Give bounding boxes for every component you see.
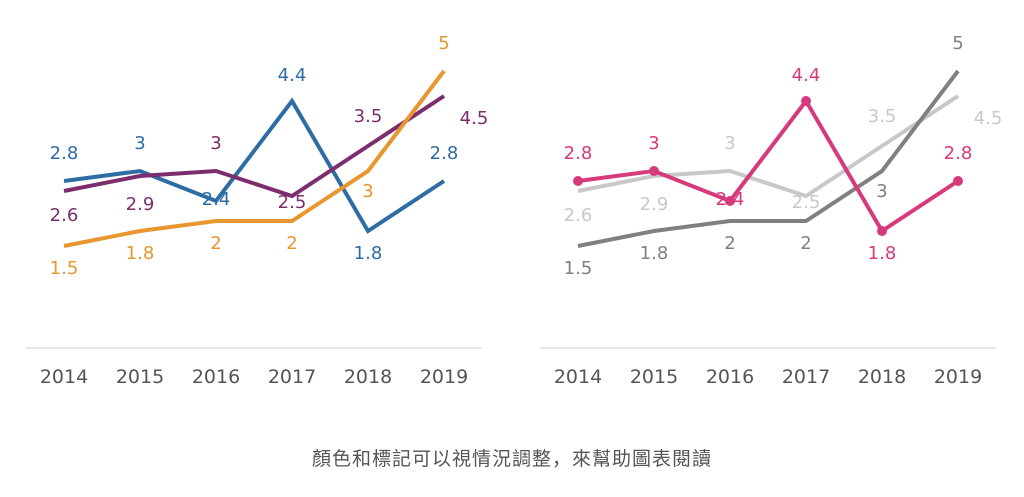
series-line bbox=[577, 69, 960, 248]
data-label: 3 bbox=[362, 181, 373, 202]
data-label: 3 bbox=[876, 181, 887, 202]
data-label: 2.4 bbox=[716, 189, 745, 210]
x-tick-label: 2019 bbox=[934, 366, 982, 388]
x-tick-label: 2014 bbox=[554, 366, 602, 388]
data-label: 3 bbox=[134, 133, 145, 154]
data-point bbox=[649, 166, 659, 176]
data-label: 5 bbox=[952, 33, 963, 54]
data-label: 4.5 bbox=[974, 108, 1003, 129]
x-tick-label: 2018 bbox=[344, 366, 392, 388]
data-label: 3 bbox=[724, 133, 735, 154]
data-label: 3 bbox=[648, 133, 659, 154]
data-label: 2.5 bbox=[792, 192, 821, 213]
data-label: 1.8 bbox=[640, 243, 669, 264]
data-label: 2 bbox=[724, 233, 735, 254]
x-tick-label: 2017 bbox=[782, 366, 830, 388]
data-point bbox=[953, 176, 963, 186]
x-tick-label: 2016 bbox=[706, 366, 754, 388]
data-point bbox=[877, 226, 887, 236]
data-label: 2.8 bbox=[50, 143, 79, 164]
data-label: 2 bbox=[800, 233, 811, 254]
data-point bbox=[573, 176, 583, 186]
data-label: 3.5 bbox=[354, 106, 383, 127]
series-line bbox=[577, 94, 960, 199]
data-label: 3.5 bbox=[868, 106, 897, 127]
data-label: 4.4 bbox=[278, 65, 307, 86]
data-label: 3 bbox=[210, 133, 221, 154]
data-label: 2.6 bbox=[50, 205, 79, 226]
data-label: 4.4 bbox=[792, 65, 821, 86]
data-label: 4.5 bbox=[460, 108, 489, 129]
x-tick-label: 2014 bbox=[40, 366, 88, 388]
series-line bbox=[63, 69, 446, 248]
data-label: 2 bbox=[286, 233, 297, 254]
data-label: 2.6 bbox=[564, 205, 593, 226]
data-label: 1.8 bbox=[126, 243, 155, 264]
chart-caption: 顏色和標記可以視情況調整，來幫助圖表閱讀 bbox=[311, 448, 712, 470]
x-tick-label: 2017 bbox=[268, 366, 316, 388]
data-label: 1.5 bbox=[50, 258, 79, 279]
data-label: 2.5 bbox=[278, 192, 307, 213]
series-line bbox=[63, 94, 446, 199]
series-line bbox=[63, 97, 446, 234]
data-label: 2.4 bbox=[202, 189, 231, 210]
data-point bbox=[801, 96, 811, 106]
data-label: 2.9 bbox=[126, 194, 155, 215]
x-tick-label: 2019 bbox=[420, 366, 468, 388]
data-label: 1.8 bbox=[354, 243, 383, 264]
data-label: 2.8 bbox=[430, 143, 459, 164]
x-tick-label: 2015 bbox=[630, 366, 678, 388]
data-label: 2.9 bbox=[640, 194, 669, 215]
line-charts: 2014 2015 2016 2017 2018 2019 2.8 3 2.4 4.4 1.8 2.8… bbox=[26, 33, 1003, 388]
x-tick-label: 2018 bbox=[858, 366, 906, 388]
data-label: 2 bbox=[210, 233, 221, 254]
x-tick-label: 2015 bbox=[116, 366, 164, 388]
data-label: 5 bbox=[438, 33, 449, 54]
x-tick-label: 2016 bbox=[192, 366, 240, 388]
data-point bbox=[725, 196, 735, 206]
data-label: 1.8 bbox=[868, 243, 897, 264]
data-label: 1.5 bbox=[564, 258, 593, 279]
series-line bbox=[577, 97, 960, 234]
data-label: 2.8 bbox=[564, 143, 593, 164]
data-label: 2.8 bbox=[944, 143, 973, 164]
